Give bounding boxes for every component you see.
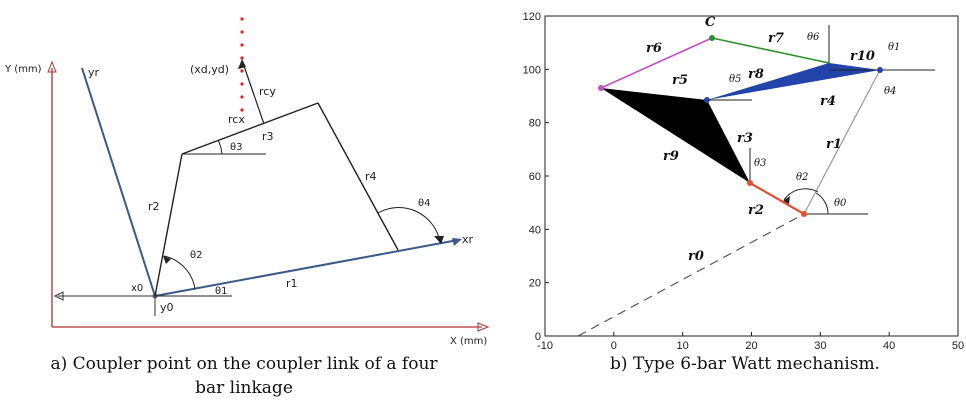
x-tick-label: 0 (611, 340, 617, 352)
y-tick-label: 40 (529, 224, 541, 236)
theta4-arc (377, 207, 441, 243)
theta3-arc (217, 139, 223, 155)
caption-a-line2: bar linkage (195, 378, 293, 398)
x-axis-label: X (mm) (450, 336, 487, 347)
caption-a-line1: a) Coupler point on the coupler link of … (50, 354, 438, 374)
theta0-arc (815, 192, 829, 215)
x0-label: x0 (131, 283, 143, 294)
x-tick-label: -10 (537, 340, 553, 352)
x-tick-label: 30 (814, 340, 826, 352)
r8-label: r8 (748, 67, 764, 82)
link-r0 (577, 213, 805, 337)
x-tick-label: 40 (883, 340, 895, 352)
link-r2-r (749, 182, 805, 215)
x-tick-label: 20 (745, 340, 757, 352)
r3-label-r: r3 (737, 131, 753, 146)
theta6-label: θ6 (807, 32, 820, 43)
theta2-label: θ2 (190, 250, 202, 261)
x0-arrow (53, 291, 64, 301)
coupler-trace (240, 17, 244, 112)
theta3-label: θ3 (230, 142, 242, 153)
rcy-arrow (238, 59, 246, 69)
xr-label: xr (462, 233, 474, 246)
theta4-arrow (434, 236, 444, 244)
theta3-label-r: θ3 (754, 158, 766, 169)
theta2-arc-r (783, 188, 819, 201)
y0-label: y0 (160, 301, 174, 314)
joint-r6-left (598, 85, 604, 91)
x-tick-label: 50 (952, 340, 964, 352)
joint-right-pivot (877, 67, 883, 73)
rcy-label: rcy (259, 85, 276, 98)
theta5-label: θ5 (729, 74, 741, 85)
link-rcy (242, 62, 265, 125)
r6-label: r6 (646, 41, 662, 56)
link-r7 (711, 37, 830, 64)
theta2-arrow (163, 256, 171, 264)
r1-label: r1 (286, 277, 298, 290)
r9-label: r9 (663, 149, 679, 164)
r7-label: r7 (768, 31, 784, 46)
link-r4 (317, 102, 399, 251)
link-r1 (803, 69, 881, 215)
x-axis-arrow (477, 322, 490, 332)
left-diagram: Y (mm) X (mm) x0 y0 yr xr θ1 θ3 θ2 (4, 17, 490, 347)
theta2-label-r: θ2 (796, 172, 808, 183)
rcx-label: rcx (228, 113, 245, 126)
joint-ground (801, 211, 807, 217)
caption-b: b) Type 6-bar Watt mechanism. (610, 354, 880, 374)
r4-label-r: r4 (820, 94, 836, 109)
joint-C (709, 35, 715, 41)
y-axis-arrow (47, 60, 57, 73)
x-tick-label: 10 (677, 340, 689, 352)
theta0-label-r: θ0 (834, 198, 847, 209)
theta1-label-r: θ1 (888, 42, 900, 53)
y-tick-label: 120 (523, 11, 541, 23)
y-tick-label: 80 (529, 118, 541, 130)
y-axis-label: Y (mm) (4, 64, 42, 75)
r5-label: r5 (672, 73, 688, 88)
y-tick-label: 20 (529, 278, 541, 290)
yr-label: yr (88, 66, 100, 79)
theta4-label-r: θ4 (884, 86, 896, 97)
xr-arrow (452, 238, 462, 246)
r2-label: r2 (148, 200, 160, 213)
link-r3 (181, 102, 319, 155)
r3-label: r3 (262, 130, 274, 143)
y-tick-label: 100 (523, 64, 541, 76)
xr-axis (154, 239, 459, 297)
xd-yd-label: (xd,yd) (190, 63, 229, 76)
link-r2 (154, 153, 183, 297)
yr-axis (81, 67, 156, 297)
x-tick-group: -10 0 10 20 30 40 50 (537, 332, 964, 352)
r0-label: r0 (688, 249, 704, 264)
y-tick-group: 0 20 40 60 80 100 120 (523, 11, 549, 343)
r10-label: r10 (850, 49, 875, 64)
theta2-arrow-r (783, 196, 790, 204)
link-r6 (600, 37, 713, 89)
joint-r2-top (747, 180, 753, 186)
plot-frame (544, 15, 959, 337)
ternary-link-black (601, 88, 750, 183)
joint-blue-left (704, 97, 710, 103)
ternary-link-blue (707, 63, 880, 100)
r2-label-r: r2 (748, 203, 764, 218)
r4-label: r4 (365, 170, 377, 183)
theta1-label: θ1 (215, 286, 227, 297)
y-tick-label: 60 (529, 171, 541, 183)
theta2-arc (163, 255, 196, 290)
y-tick-label: 0 (535, 331, 541, 343)
theta4-label: θ4 (418, 198, 430, 209)
r1-label-r: r1 (826, 137, 842, 152)
point-C-label: C (705, 15, 716, 30)
